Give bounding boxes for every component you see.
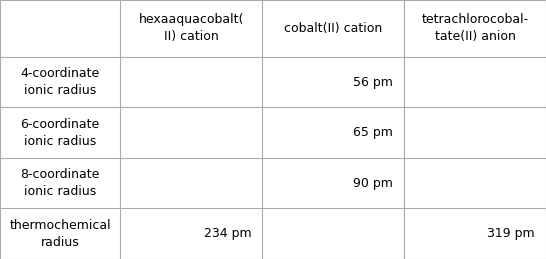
Text: 65 pm: 65 pm: [353, 126, 393, 139]
Text: 8-coordinate
ionic radius: 8-coordinate ionic radius: [20, 168, 100, 198]
Text: thermochemical
radius: thermochemical radius: [9, 219, 111, 249]
Text: tetrachlorocobal-
tate(II) anion: tetrachlorocobal- tate(II) anion: [422, 13, 529, 44]
Text: 90 pm: 90 pm: [353, 177, 393, 190]
Text: 4-coordinate
ionic radius: 4-coordinate ionic radius: [20, 67, 100, 97]
Text: 319 pm: 319 pm: [488, 227, 535, 240]
Text: 234 pm: 234 pm: [204, 227, 251, 240]
Text: cobalt(II) cation: cobalt(II) cation: [284, 22, 382, 35]
Text: 6-coordinate
ionic radius: 6-coordinate ionic radius: [20, 118, 100, 148]
Text: 56 pm: 56 pm: [353, 76, 393, 89]
Text: hexaaquacobalt(
II) cation: hexaaquacobalt( II) cation: [139, 13, 244, 44]
